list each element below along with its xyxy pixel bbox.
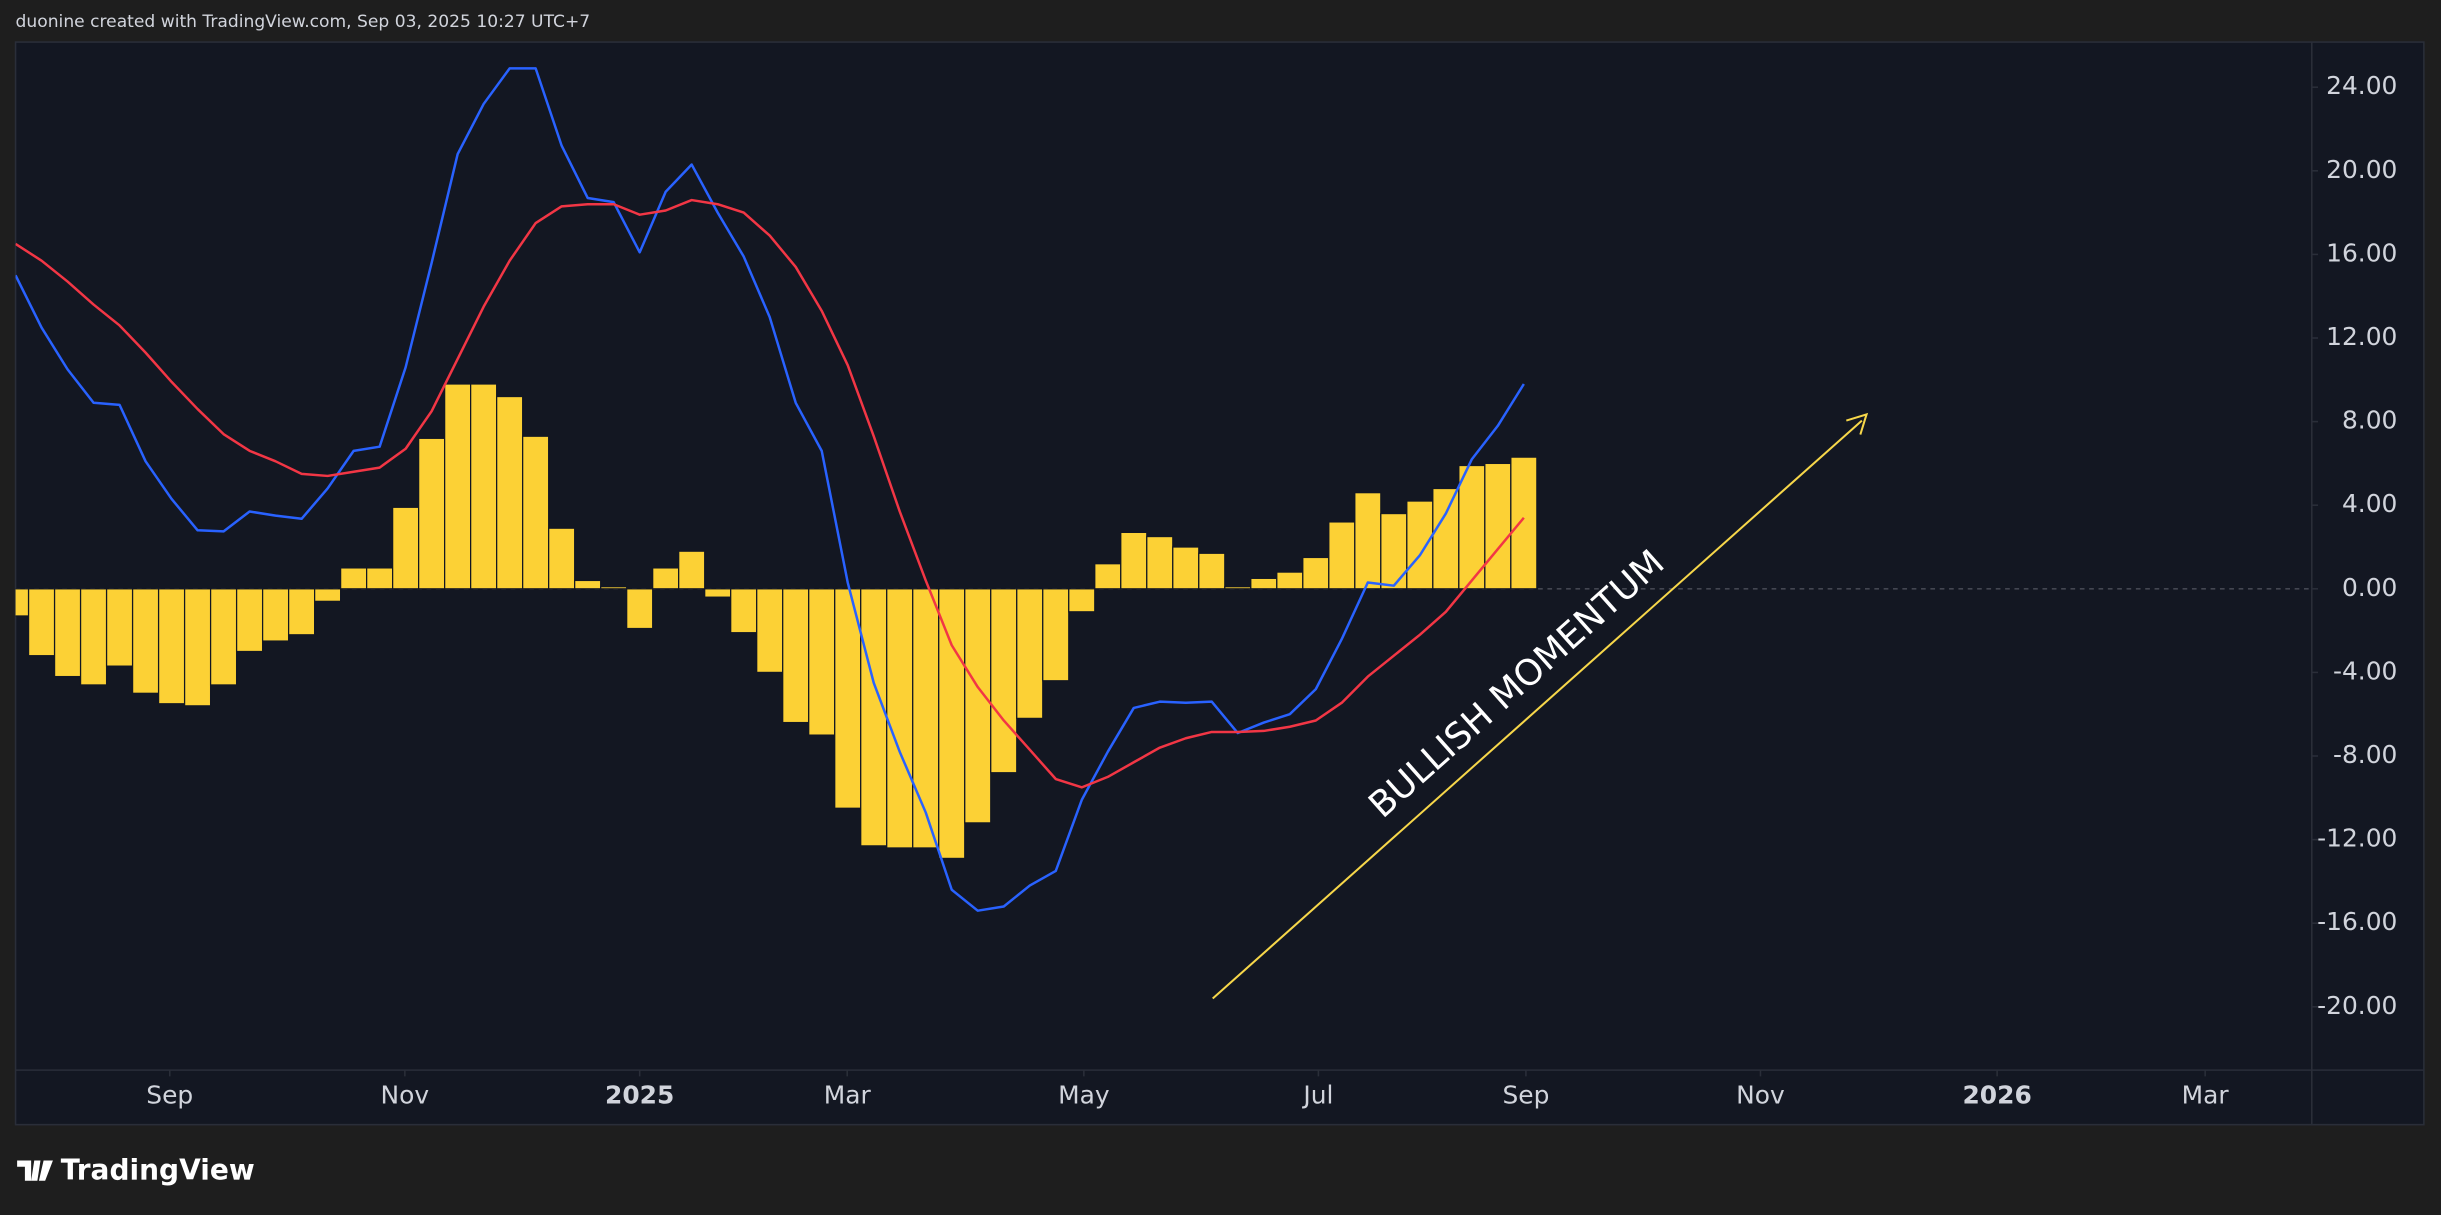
plot — [15, 67, 2312, 912]
histogram-bar — [1328, 521, 1356, 590]
histogram-bar — [1276, 571, 1304, 590]
x-tick-label: Mar — [2182, 1081, 2230, 1110]
histogram-bar — [1250, 577, 1278, 590]
histogram-bar — [912, 588, 940, 849]
y-tick-label: 16.00 — [2326, 238, 2397, 267]
histogram-bar — [261, 588, 290, 642]
histogram-bar — [1172, 546, 1200, 590]
histogram-bar — [1016, 588, 1044, 720]
line-series — [15, 67, 1525, 912]
line-series — [15, 198, 1525, 789]
axes: 24.00 20.00 16.00 12.00 8.00 4.00 0.00 -4.00 -8.… — [146, 71, 2397, 1109]
histogram-bar — [235, 588, 264, 653]
arrow — [1212, 419, 1863, 1000]
logo: TradingView — [17, 1153, 255, 1186]
logo-icon — [17, 1160, 53, 1181]
y-tick-label: 8.00 — [2342, 406, 2397, 435]
histogram-bar — [1042, 588, 1070, 682]
histogram-bar — [1146, 535, 1174, 590]
histogram-bar — [1302, 556, 1330, 590]
histogram-bar — [209, 588, 238, 686]
histogram-bar — [496, 395, 524, 590]
y-tick-label: -16.00 — [2317, 907, 2397, 936]
histogram-bar — [860, 588, 888, 847]
histogram-bar — [1510, 456, 1538, 590]
x-tick-label: 2026 — [1962, 1081, 2031, 1110]
histogram-bar — [834, 588, 862, 809]
logo-text: TradingView — [61, 1153, 255, 1186]
histogram-bar — [1224, 586, 1252, 590]
histogram-bar — [131, 588, 160, 694]
histogram-bar — [53, 588, 82, 678]
y-tick-label: -8.00 — [2333, 740, 2397, 769]
y-tick-label: -20.00 — [2317, 991, 2397, 1020]
y-tick-label: 0.00 — [2342, 573, 2397, 602]
x-tick-label: Nov — [1736, 1081, 1785, 1110]
histogram-bar — [1380, 512, 1408, 590]
histogram-bar — [938, 588, 966, 860]
y-tick-label: 4.00 — [2342, 489, 2397, 518]
histogram-bar — [340, 567, 368, 590]
header-text: duonine created with TradingView.com, Se… — [16, 12, 591, 32]
y-tick-label: 24.00 — [2326, 71, 2397, 100]
histogram-bar — [27, 588, 56, 657]
y-tick-label: -12.00 — [2317, 824, 2397, 853]
x-tick-label: May — [1058, 1081, 1109, 1110]
histogram-bar — [574, 579, 602, 590]
histogram-bar — [808, 588, 836, 736]
histogram-bar — [1354, 492, 1382, 590]
x-tick-label: Sep — [146, 1081, 193, 1110]
histogram-bar — [522, 435, 550, 590]
histogram-bar — [990, 588, 1018, 774]
histogram-bar — [1068, 588, 1096, 613]
histogram-bar — [730, 588, 758, 634]
histogram-bar — [366, 567, 394, 590]
y-tick-label: 20.00 — [2326, 155, 2397, 184]
histogram-bar — [1406, 500, 1434, 590]
histogram-bar — [105, 588, 134, 667]
histogram-bar — [1094, 563, 1122, 590]
histogram-bar — [600, 586, 628, 590]
histogram-bar — [183, 588, 212, 707]
histogram-bar — [964, 588, 992, 824]
histogram-bar — [626, 588, 654, 630]
arrow-head — [1846, 412, 1869, 435]
histogram-bar — [79, 588, 108, 686]
histogram-bar — [1432, 487, 1460, 590]
histogram-bar — [1198, 552, 1226, 590]
histogram-bar — [1120, 531, 1148, 590]
histogram-bar — [444, 383, 472, 590]
y-tick-label: 12.00 — [2326, 322, 2397, 351]
histogram-bar — [313, 588, 342, 602]
x-tick-label: 2025 — [605, 1081, 674, 1110]
x-tick-label: Sep — [1502, 1081, 1549, 1110]
x-tick-label: Mar — [824, 1081, 872, 1110]
x-tick-label: Nov — [381, 1081, 430, 1110]
x-tick-label: Jul — [1301, 1081, 1333, 1110]
y-tick-label: -4.00 — [2333, 656, 2397, 685]
histogram-bar — [548, 527, 576, 590]
histogram-bar — [287, 588, 316, 636]
histogram-bar — [392, 506, 420, 590]
histogram-bar — [678, 550, 706, 590]
histogram-bar — [652, 567, 680, 590]
histogram-bar — [157, 588, 186, 705]
histogram-bar — [756, 588, 784, 674]
histogram-bar — [782, 588, 810, 724]
histogram-bar — [886, 588, 914, 849]
histogram-bar — [470, 383, 498, 590]
histogram-bar — [418, 437, 446, 590]
histogram-bar — [1484, 462, 1512, 590]
histogram-bar — [704, 588, 732, 598]
